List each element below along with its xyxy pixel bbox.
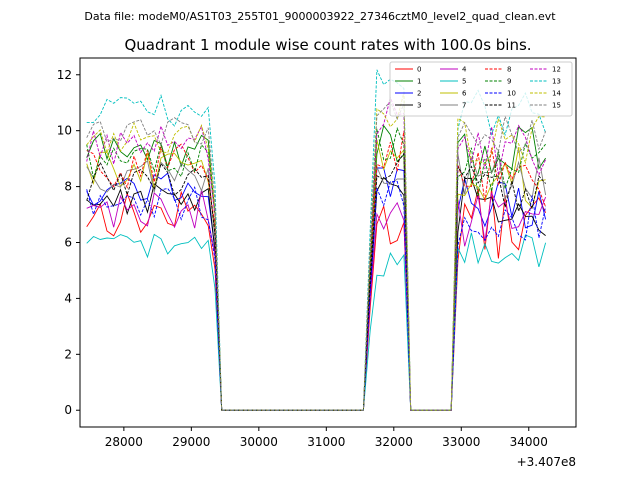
y-axis: 0 2 4 6 8 10 12 <box>57 68 80 417</box>
x-tick-label: 33000 <box>442 435 480 449</box>
y-tick-label: 12 <box>57 68 72 82</box>
legend-label-9: 9 <box>507 78 511 86</box>
x-tick-label: 28000 <box>105 435 143 449</box>
legend-label-0: 0 <box>417 66 421 74</box>
legend-label-4: 4 <box>462 66 467 74</box>
y-tick-label: 8 <box>64 180 72 194</box>
y-tick-label: 6 <box>64 236 72 250</box>
x-tick-label: 30000 <box>240 435 278 449</box>
legend-label-7: 7 <box>462 102 466 110</box>
legend-label-1: 1 <box>417 78 421 86</box>
legend-label-14: 14 <box>552 90 561 98</box>
y-tick-label: 0 <box>64 403 72 417</box>
y-tick-label: 4 <box>64 291 72 305</box>
figure-suptitle: Data file: modeM0/AS1T03_255T01_90000039… <box>84 10 556 23</box>
x-tick-label: 31000 <box>307 435 345 449</box>
legend-label-12: 12 <box>552 66 561 74</box>
y-tick-label: 10 <box>57 124 72 138</box>
legend-label-15: 15 <box>552 102 561 110</box>
series-line-8 <box>86 130 547 411</box>
x-tick-label: 32000 <box>375 435 413 449</box>
legend-label-13: 13 <box>552 78 561 86</box>
legend-label-10: 10 <box>507 90 516 98</box>
legend-label-11: 11 <box>507 102 516 110</box>
chart-title: Quadrant 1 module wise count rates with … <box>124 36 531 54</box>
legend-label-2: 2 <box>417 90 421 98</box>
x-axis: 28000 29000 30000 31000 32000 33000 34000 <box>105 427 548 449</box>
series-line-12 <box>86 96 547 411</box>
legend-label-8: 8 <box>507 66 511 74</box>
plot-lines <box>86 69 547 411</box>
x-tick-label: 29000 <box>172 435 210 449</box>
legend-label-3: 3 <box>417 102 421 110</box>
legend-label-6: 6 <box>462 90 467 98</box>
legend-box <box>389 61 573 117</box>
series-line-15 <box>86 100 547 411</box>
legend-label-5: 5 <box>462 78 466 86</box>
x-tick-label: 34000 <box>510 435 548 449</box>
y-tick-label: 2 <box>64 347 72 361</box>
x-offset-label: +3.407e8 <box>517 455 576 469</box>
